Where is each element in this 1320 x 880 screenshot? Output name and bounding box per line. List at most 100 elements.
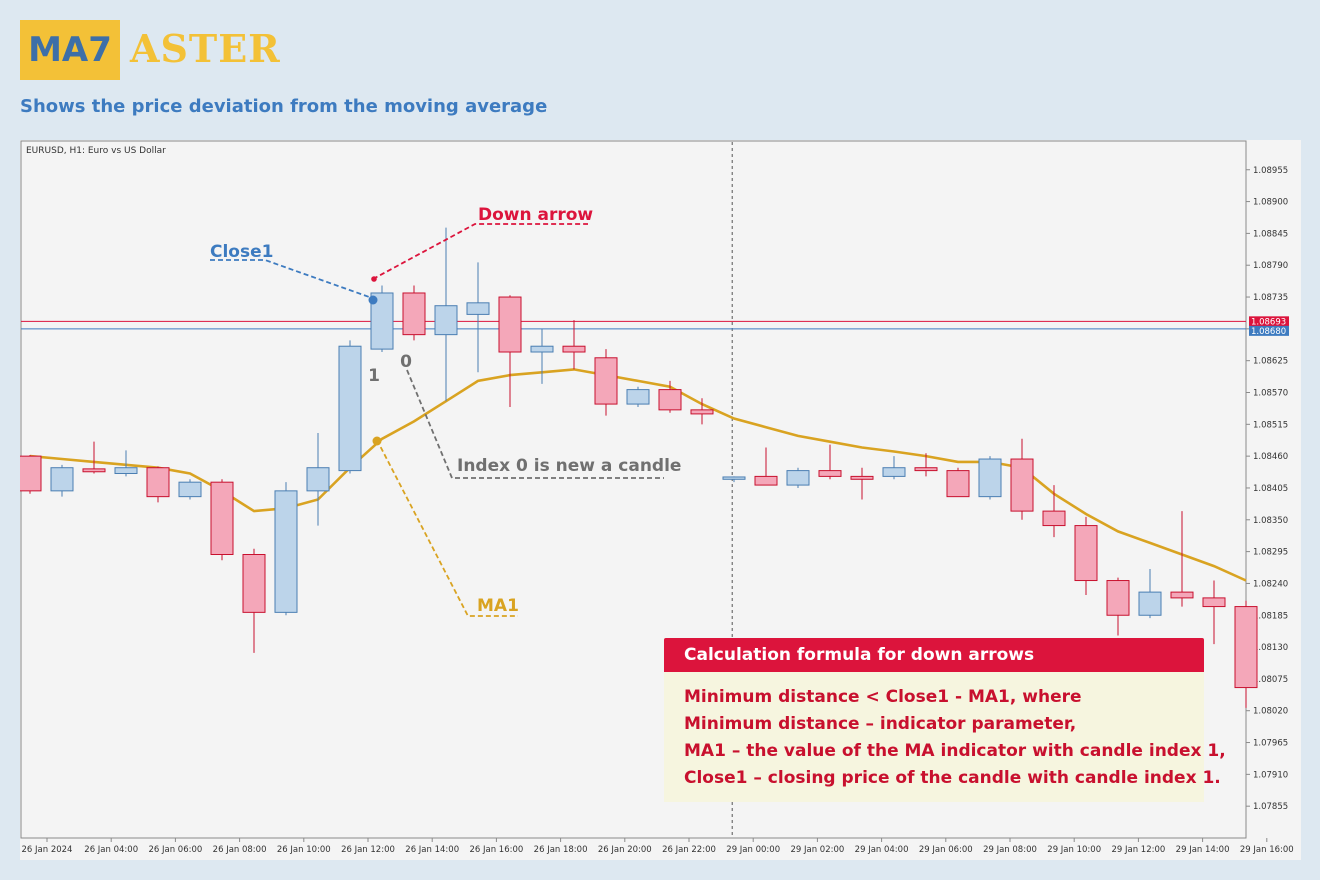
x-tick-label: 26 Jan 16:00: [469, 845, 523, 855]
y-tick-label: 1.08790: [1253, 261, 1288, 271]
candle[interactable]: [530, 328, 554, 384]
y-tick-label: 1.08955: [1253, 166, 1288, 176]
candle[interactable]: [914, 453, 938, 477]
candle[interactable]: [274, 482, 298, 616]
candle-body: [402, 292, 426, 336]
logo-text-ma7: MA7: [28, 30, 112, 70]
x-tick-label: 29 Jan 12:00: [1111, 845, 1165, 855]
candle-body: [434, 305, 458, 336]
y-tick-label: 1.08900: [1253, 198, 1288, 208]
candle[interactable]: [20, 454, 42, 494]
candle[interactable]: [242, 548, 266, 653]
y-tick-label: 1.08185: [1253, 611, 1288, 621]
candle[interactable]: [50, 464, 74, 497]
y-tick-label: 1.08735: [1253, 293, 1288, 303]
y-tick-label: 1.07910: [1253, 770, 1288, 780]
y-tick-label: 1.08295: [1253, 548, 1288, 558]
x-tick-label: 29 Jan 14:00: [1176, 845, 1230, 855]
candle[interactable]: [434, 227, 458, 402]
candle[interactable]: [82, 441, 106, 474]
candle[interactable]: [594, 349, 618, 416]
candle-body: [850, 475, 874, 480]
down-arrow-marker: [371, 276, 377, 282]
candle[interactable]: [818, 444, 842, 480]
candle-body: [818, 470, 842, 477]
candle-body: [114, 467, 138, 475]
candle-body: [1010, 458, 1034, 512]
index-1-label: 1: [368, 366, 380, 386]
candle[interactable]: [1106, 577, 1130, 636]
candle-body: [1074, 525, 1098, 582]
candle-body: [210, 481, 234, 555]
candle[interactable]: [562, 320, 586, 370]
candle[interactable]: [1170, 511, 1194, 607]
candle[interactable]: [338, 340, 362, 474]
candle[interactable]: [850, 467, 874, 500]
candle-body: [370, 292, 394, 350]
candle-body: [82, 468, 106, 473]
candle-body: [594, 357, 618, 405]
candle-body: [338, 345, 362, 472]
candle-body: [466, 302, 490, 315]
candle-body: [1042, 510, 1066, 527]
formula-line-1: Minimum distance < Close1 - MA1, where: [684, 687, 1082, 707]
candle[interactable]: [1074, 516, 1098, 595]
candle[interactable]: [786, 467, 810, 488]
candle-body: [722, 476, 746, 480]
x-tick-label: 29 Jan 04:00: [855, 845, 909, 855]
formula-title: Calculation formula for down arrows: [664, 638, 1204, 672]
x-tick-label: 26 Jan 18:00: [534, 845, 588, 855]
candle[interactable]: [498, 295, 522, 407]
candle[interactable]: [946, 467, 970, 498]
y-tick-label: 1.08570: [1253, 389, 1288, 399]
candle[interactable]: [1042, 485, 1066, 538]
x-tick-label: 29 Jan 06:00: [919, 845, 973, 855]
candle[interactable]: [1138, 568, 1162, 619]
close1-marker: [368, 295, 378, 305]
candle-body: [754, 475, 778, 486]
candle[interactable]: [1010, 438, 1034, 520]
logo-text-aster: ASTER: [130, 26, 281, 71]
candle[interactable]: [466, 262, 490, 373]
candle-body: [914, 467, 938, 472]
formula-line-2: Minimum distance – indicator parameter,: [684, 714, 1077, 734]
candle[interactable]: [754, 447, 778, 486]
candle[interactable]: [626, 386, 650, 407]
candle[interactable]: [210, 479, 234, 561]
x-tick-label: 29 Jan 00:00: [726, 845, 780, 855]
y-tick-label: 1.08075: [1253, 675, 1288, 685]
x-tick-label: 26 Jan 12:00: [341, 845, 395, 855]
x-tick-label: 26 Jan 20:00: [598, 845, 652, 855]
candle[interactable]: [690, 398, 714, 425]
down-arrow-label: Down arrow: [478, 205, 593, 225]
candle-body: [274, 490, 298, 613]
x-tick-label: 29 Jan 10:00: [1047, 845, 1101, 855]
candle-body: [242, 554, 266, 613]
candle[interactable]: [306, 433, 330, 526]
candle[interactable]: [658, 380, 682, 413]
candle[interactable]: [1202, 580, 1226, 645]
y-tick-label: 1.08020: [1253, 707, 1288, 717]
candle[interactable]: [402, 285, 426, 341]
candle[interactable]: [722, 476, 746, 483]
x-tick-label: 29 Jan 16:00: [1240, 845, 1294, 855]
candle[interactable]: [978, 456, 1002, 500]
index0-connector: [406, 369, 664, 479]
candle[interactable]: [1234, 600, 1258, 708]
candle[interactable]: [146, 466, 170, 503]
index0-note-label: Index 0 is new a candle: [457, 456, 681, 476]
y-tick-label: 1.08130: [1253, 643, 1288, 653]
down-arrow-connector: [372, 223, 588, 280]
candle-body: [498, 296, 522, 353]
candle[interactable]: [178, 479, 202, 500]
candle[interactable]: [882, 456, 906, 480]
candle-body: [946, 470, 970, 498]
y-tick-label: 1.08625: [1253, 357, 1288, 367]
x-tick-label: 26 Jan 06:00: [148, 845, 202, 855]
candle[interactable]: [370, 285, 394, 352]
price-chart[interactable]: EURUSD, H1: Euro vs US Dollar 1.08955 1.0…: [20, 140, 1301, 860]
candle[interactable]: [114, 450, 138, 477]
price-label: 1.08680: [1251, 327, 1286, 337]
candle-body: [1170, 591, 1194, 599]
price-label: 1.08693: [1251, 317, 1286, 327]
